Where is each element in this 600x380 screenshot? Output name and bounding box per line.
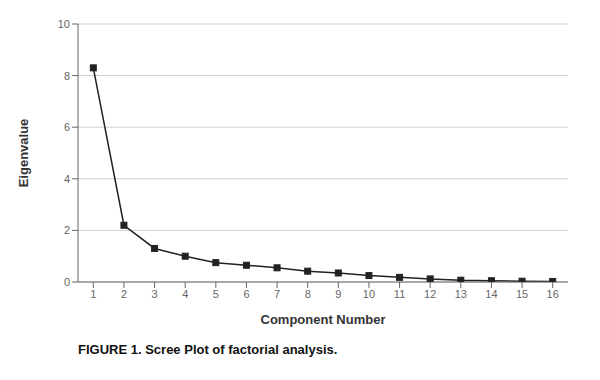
svg-text:16: 16 (547, 288, 559, 300)
svg-text:8: 8 (64, 70, 70, 82)
svg-text:8: 8 (305, 288, 311, 300)
svg-text:Eigenvalue: Eigenvalue (16, 119, 31, 188)
svg-text:6: 6 (64, 121, 70, 133)
svg-text:6: 6 (243, 288, 249, 300)
svg-text:11: 11 (394, 288, 405, 300)
svg-text:4: 4 (182, 288, 188, 300)
svg-text:7: 7 (274, 288, 280, 300)
svg-text:1: 1 (90, 288, 96, 300)
svg-text:0: 0 (64, 276, 70, 288)
svg-text:5: 5 (213, 288, 219, 300)
svg-text:3: 3 (152, 288, 158, 300)
svg-text:2: 2 (121, 288, 127, 300)
svg-text:2: 2 (64, 224, 70, 236)
svg-text:15: 15 (516, 288, 528, 300)
svg-text:13: 13 (455, 288, 467, 300)
html-text:FIGURE 1. Scree Plot of factor: FIGURE 1. Scree Plot of factorial analys… (78, 342, 338, 357)
svg-text:14: 14 (485, 288, 497, 300)
svg-text:4: 4 (64, 173, 70, 185)
svg-text:10: 10 (363, 288, 375, 300)
svg-text:Component Number: Component Number (261, 312, 386, 327)
svg-text:9: 9 (335, 288, 341, 300)
svg-text:10: 10 (58, 18, 70, 30)
svg-text:12: 12 (424, 288, 436, 300)
